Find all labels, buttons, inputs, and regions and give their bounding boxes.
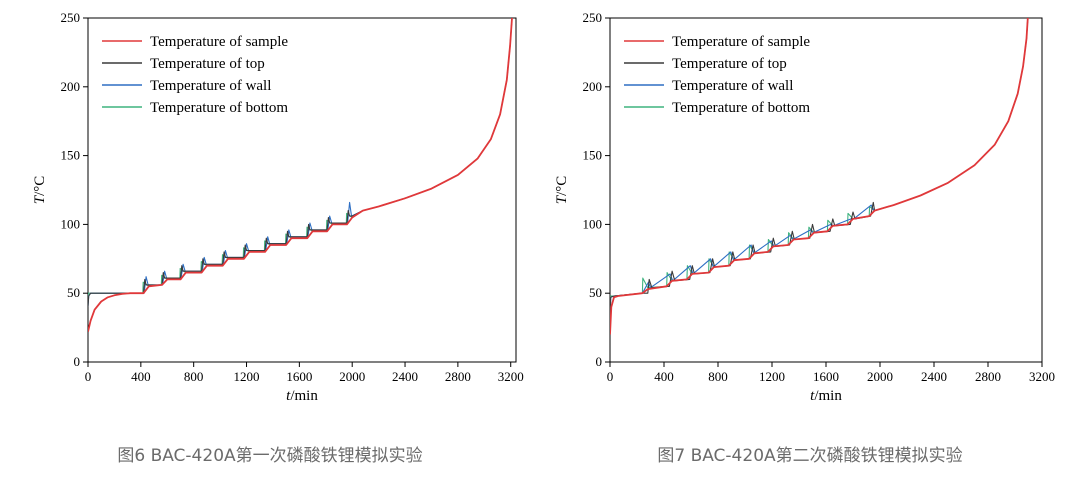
x-tick-label: 1200 bbox=[759, 369, 785, 384]
x-axis-label: t/min bbox=[810, 388, 842, 404]
x-tick-label: 3200 bbox=[498, 369, 524, 384]
y-tick-label: 0 bbox=[74, 354, 81, 369]
y-tick-label: 50 bbox=[67, 285, 80, 300]
x-tick-label: 2000 bbox=[339, 369, 365, 384]
x-tick-label: 2800 bbox=[445, 369, 471, 384]
chart-panel-2: 0 50 100 150 200 250 0 400 800 1200 1600 2000 2400 28… bbox=[540, 0, 1080, 484]
x-tick-label: 2400 bbox=[392, 369, 418, 384]
y-axis-label: T/°C bbox=[32, 176, 48, 205]
x-axis-symbol: t bbox=[810, 388, 815, 404]
x-tick-label: 3200 bbox=[1029, 369, 1055, 384]
x-tick-label: 0 bbox=[85, 369, 92, 384]
legend-entry-wall: Temperature of wall bbox=[150, 78, 271, 94]
y-tick-label: 50 bbox=[589, 285, 602, 300]
legend-entry-wall: Temperature of wall bbox=[672, 78, 793, 94]
legend-entry-top: Temperature of top bbox=[150, 56, 265, 72]
y-tick-label: 150 bbox=[61, 148, 81, 163]
figure-caption-7: 图7 BAC-420A第二次磷酸铁锂模拟实验 bbox=[657, 446, 963, 466]
figure-caption-6: 图6 BAC-420A第一次磷酸铁锂模拟实验 bbox=[117, 446, 423, 466]
x-tick-label: 400 bbox=[654, 369, 674, 384]
legend-entry-top: Temperature of top bbox=[672, 56, 787, 72]
legend-entry-sample: Temperature of sample bbox=[150, 34, 288, 50]
y-axis-unit: /°C bbox=[554, 176, 570, 196]
x-tick-label: 2800 bbox=[975, 369, 1001, 384]
x-tick-label: 1600 bbox=[286, 369, 312, 384]
x-axis-unit: /min bbox=[814, 388, 842, 404]
y-tick-label: 100 bbox=[61, 216, 81, 231]
series-group bbox=[610, 18, 1029, 335]
legend-entry-bottom: Temperature of bottom bbox=[672, 100, 810, 116]
x-tick-label: 800 bbox=[184, 369, 204, 384]
plot-frame bbox=[87, 17, 517, 363]
y-tick-label: 150 bbox=[583, 148, 603, 163]
y-tick-label: 250 bbox=[583, 10, 603, 25]
x-axis-label: t/min bbox=[286, 388, 318, 404]
series-line-sample bbox=[610, 18, 1029, 335]
x-tick-label: 400 bbox=[131, 369, 151, 384]
y-tick-label: 100 bbox=[583, 216, 603, 231]
y-tick-label: 200 bbox=[583, 79, 603, 94]
x-tick-label: 800 bbox=[708, 369, 728, 384]
series-group bbox=[88, 18, 513, 332]
y-axis-symbol: T bbox=[554, 194, 570, 204]
x-axis-unit: /min bbox=[290, 388, 318, 404]
series-line-sample bbox=[88, 18, 513, 332]
y-tick-label: 250 bbox=[61, 10, 81, 25]
x-tick-label: 2000 bbox=[867, 369, 893, 384]
x-axis-symbol: t bbox=[286, 388, 291, 404]
y-axis-unit: /°C bbox=[32, 176, 48, 196]
y-axis-symbol: T bbox=[32, 194, 48, 204]
y-tick-label: 200 bbox=[61, 79, 81, 94]
x-tick-label: 2400 bbox=[921, 369, 947, 384]
legend-entry-bottom: Temperature of bottom bbox=[150, 100, 288, 116]
chart-panel-1: 0 50 100 150 200 250 0 400 800 1200 1600 2000 2400 28… bbox=[32, 10, 524, 466]
x-tick-label: 1600 bbox=[813, 369, 839, 384]
y-tick-label: 0 bbox=[596, 354, 603, 369]
x-tick-label: 1200 bbox=[234, 369, 260, 384]
chart-7-svg: 0 50 100 150 200 250 0 400 800 1200 1600 2000 2400 28… bbox=[554, 10, 1055, 404]
chart-6-svg: 0 50 100 150 200 250 0 400 800 1200 1600 2000 2400 28… bbox=[32, 10, 524, 404]
x-tick-label: 0 bbox=[607, 369, 614, 384]
y-axis-label: T/°C bbox=[554, 176, 570, 205]
legend-entry-sample: Temperature of sample bbox=[672, 34, 810, 50]
